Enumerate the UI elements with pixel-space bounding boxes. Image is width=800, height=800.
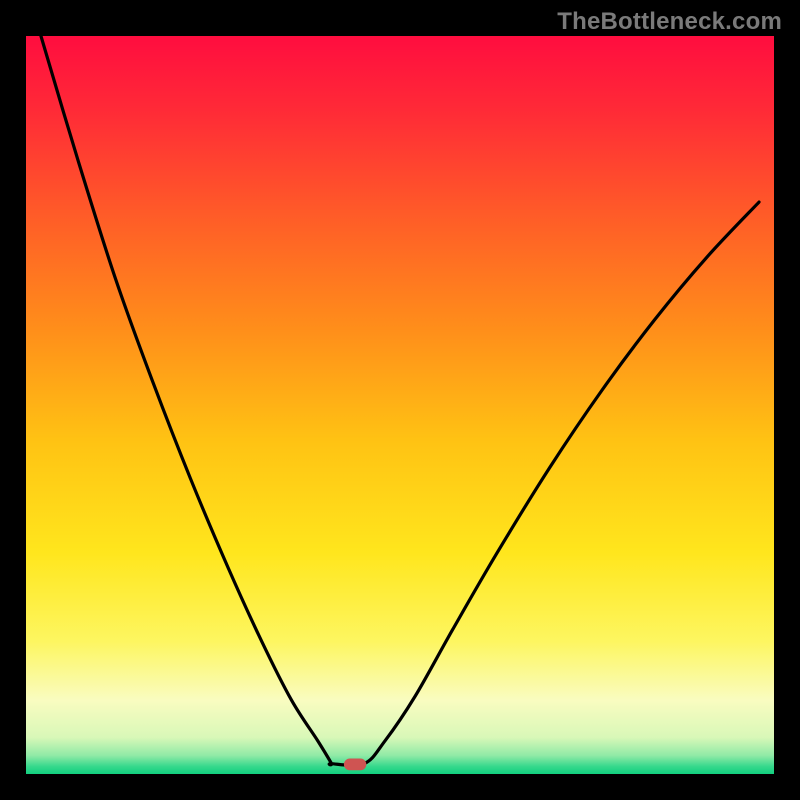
- watermark-text: TheBottleneck.com: [557, 8, 782, 36]
- chart-stage: TheBottleneck.com: [0, 0, 800, 800]
- gradient-background: [26, 36, 774, 774]
- bottleneck-v-curve-chart: [26, 36, 774, 774]
- optimal-point-marker: [344, 759, 366, 771]
